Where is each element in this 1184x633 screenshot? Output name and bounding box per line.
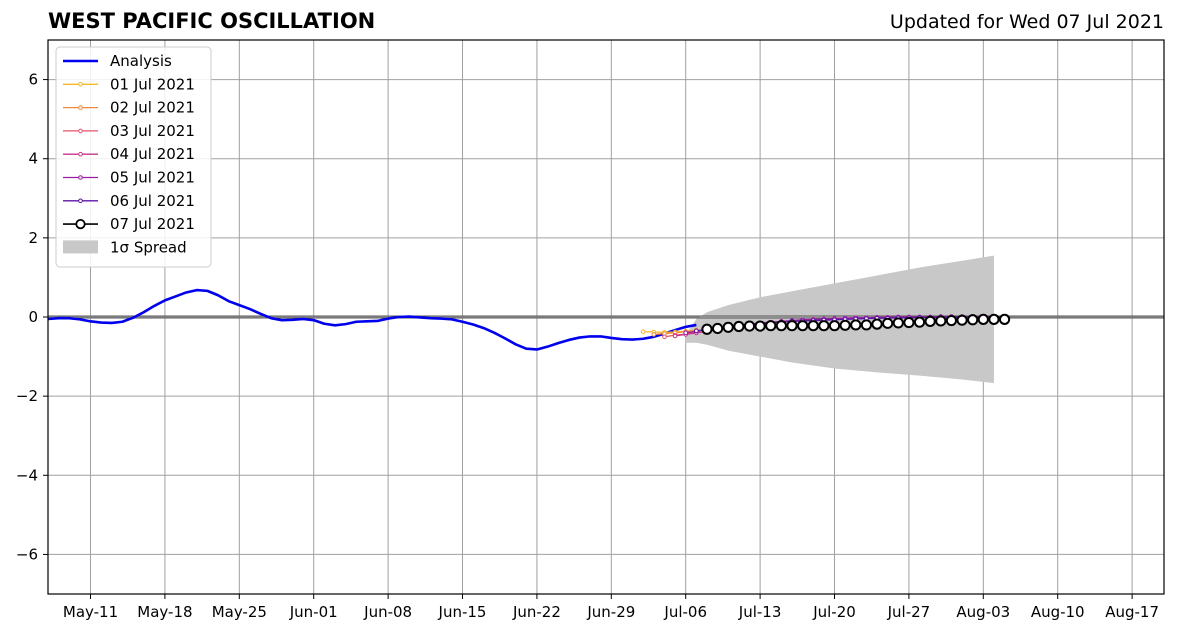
forecast-point xyxy=(683,330,689,336)
x-tick-label: Jun-01 xyxy=(289,603,338,621)
x-tick-label: Jun-08 xyxy=(363,603,412,621)
forecast-point xyxy=(640,329,646,334)
y-tick-label: −6 xyxy=(16,545,38,563)
forecast-point xyxy=(892,317,904,329)
x-tick-label: Jul-27 xyxy=(887,603,931,621)
forecast-point xyxy=(828,320,841,332)
forecast-point xyxy=(712,322,724,335)
forecast-point xyxy=(733,320,745,333)
analysis-line xyxy=(47,288,697,351)
forecast-point xyxy=(672,333,678,339)
updated-date: Updated for Wed 07 Jul 2021 xyxy=(889,11,1164,33)
forecast-point xyxy=(743,320,756,332)
x-tick-label: Jul-20 xyxy=(812,603,856,621)
forecast-series xyxy=(640,313,1011,340)
legend-marker xyxy=(78,151,83,157)
legend-label: 06 Jul 2021 xyxy=(110,192,195,210)
y-tick-label: 4 xyxy=(28,150,38,168)
forecast-point xyxy=(882,317,894,329)
forecast-point xyxy=(850,319,862,331)
forecast-point xyxy=(722,321,734,333)
forecast-point xyxy=(945,314,958,327)
forecast-point xyxy=(967,314,979,326)
forecast-point xyxy=(935,315,947,327)
forecast-point xyxy=(786,320,798,332)
legend-marker xyxy=(78,198,83,204)
analysis-series xyxy=(47,288,697,351)
legend-marker xyxy=(78,105,83,110)
x-tick-label: Jun-22 xyxy=(512,603,561,621)
forecast-point xyxy=(701,323,713,335)
forecast-point xyxy=(988,313,1000,325)
forecast-point xyxy=(903,316,915,329)
legend: Analysis 01 Jul 2021 02 Jul 2021 03 Jul 202… xyxy=(55,46,212,268)
legend-label: 04 Jul 2021 xyxy=(110,145,195,163)
forecast-point xyxy=(977,313,989,325)
legend-box xyxy=(55,46,212,268)
legend-swatch xyxy=(63,240,98,254)
legend-label: 05 Jul 2021 xyxy=(110,169,195,187)
legend-label: 02 Jul 2021 xyxy=(110,99,195,117)
x-tick-label: Aug-03 xyxy=(956,603,1010,621)
forecast-point xyxy=(797,320,809,332)
forecast-point xyxy=(651,332,657,337)
x-tick-label: Jun-29 xyxy=(586,603,635,621)
legend-marker xyxy=(78,175,83,180)
forecast-point xyxy=(818,320,830,332)
x-tick-label: May-11 xyxy=(63,603,118,621)
y-tick-label: −4 xyxy=(16,466,38,484)
forecast-point xyxy=(662,334,667,340)
y-tick-label: 0 xyxy=(28,308,38,326)
legend-label: 01 Jul 2021 xyxy=(110,75,195,93)
legend-label: 1σ Spread xyxy=(110,238,187,256)
x-tick-label: Jul-13 xyxy=(738,603,782,621)
legend-label: Analysis xyxy=(110,52,172,70)
x-tick-label: Aug-10 xyxy=(1031,603,1085,621)
legend-marker xyxy=(78,82,83,87)
y-tick-label: −2 xyxy=(16,387,38,405)
legend-marker xyxy=(78,128,83,134)
x-tick-label: May-18 xyxy=(137,603,192,621)
forecast-point xyxy=(775,320,787,332)
forecast-point xyxy=(765,320,777,332)
forecast-point xyxy=(956,314,968,326)
grid-lines xyxy=(48,40,1164,594)
forecast-point xyxy=(924,315,936,327)
y-tick-label: 2 xyxy=(28,229,38,247)
legend-label: 07 Jul 2021 xyxy=(110,215,195,233)
forecast-point xyxy=(754,320,766,332)
forecast-point xyxy=(998,313,1011,325)
forecast-point xyxy=(694,328,699,334)
forecast-point xyxy=(807,320,819,332)
axes: −6 −4 −2 0 2 4 6 May-11 May-18 May-25 Jun-01 Jun-08… xyxy=(16,39,1165,621)
x-tick-label: Jun-15 xyxy=(438,603,487,621)
x-tick-label: May-25 xyxy=(212,603,267,621)
legend-marker xyxy=(75,219,86,230)
forecast-point xyxy=(913,316,926,328)
x-tick-label: Jul-06 xyxy=(663,603,707,621)
forecast-point xyxy=(839,319,851,331)
legend-label: 03 Jul 2021 xyxy=(110,122,195,140)
forecast-point xyxy=(860,319,873,331)
forecast-point xyxy=(871,318,883,330)
chart-title: WEST PACIFIC OSCILLATION xyxy=(48,9,376,33)
x-tick-label: Aug-17 xyxy=(1105,603,1159,621)
y-tick-label: 6 xyxy=(28,71,38,89)
